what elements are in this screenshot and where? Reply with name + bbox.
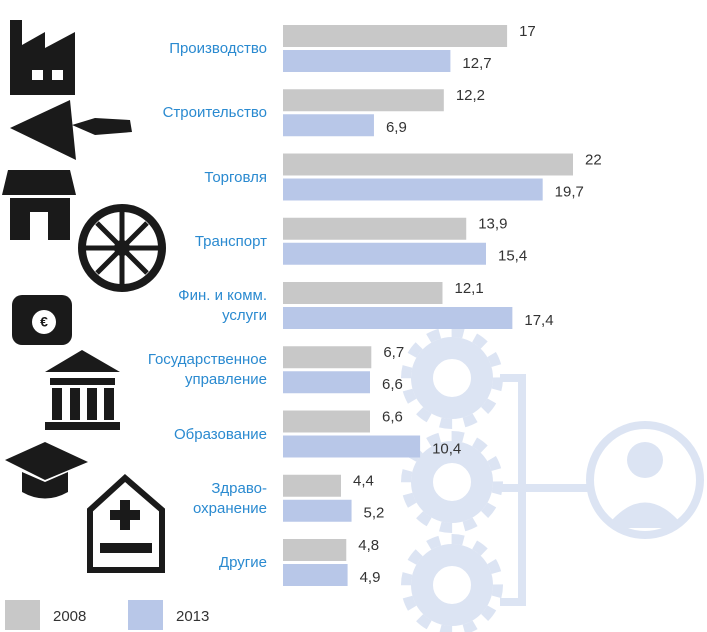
value-label: 6,9 [386, 119, 407, 136]
legend-label: 2008 [53, 608, 86, 625]
value-label: 15,4 [498, 248, 527, 265]
bar [283, 179, 543, 201]
bar [283, 89, 444, 111]
value-label: 17 [519, 23, 536, 40]
bar [283, 114, 374, 136]
bar [283, 564, 348, 586]
legend-label: 2013 [176, 608, 209, 625]
value-label: 5,2 [364, 505, 385, 522]
bar [283, 154, 573, 176]
factory-icon [10, 20, 75, 95]
category-label: Строительство [163, 103, 267, 123]
value-label: 6,6 [382, 408, 403, 425]
value-label: 12,7 [462, 55, 491, 72]
bar [283, 243, 486, 265]
value-label: 22 [585, 151, 602, 168]
bar [283, 25, 507, 47]
category-label: Торговля [204, 168, 267, 188]
bar [283, 411, 370, 433]
bar [283, 218, 466, 240]
value-label: 4,4 [353, 473, 374, 490]
category-label: Другие [219, 553, 267, 573]
bar [283, 371, 370, 393]
value-label: 12,2 [456, 87, 485, 104]
chart: € 17 12,7 12,2 6,9 2219,7 13,9 15,4 12,1 17,4 6,7… [0, 0, 707, 632]
value-label: 10,4 [432, 440, 461, 457]
category-label: Здраво- охранение [193, 479, 267, 519]
category-label: Фин. и комм. услуги [178, 286, 267, 326]
bar [283, 307, 512, 329]
bar [283, 346, 371, 368]
legend-swatch [5, 600, 40, 630]
chart-svg: € 17 12,7 12,2 6,9 2219,7 13,9 15,4 12,1 17,4 6,7… [0, 0, 707, 632]
value-label: 6,7 [383, 344, 404, 361]
value-label: 17,4 [524, 312, 553, 329]
bank-icon [45, 350, 120, 430]
shop-icon [2, 170, 76, 240]
value-label: 4,9 [360, 569, 381, 586]
category-label: Образование [174, 425, 267, 445]
trowel-icon [10, 100, 132, 160]
value-label: 13,9 [478, 216, 507, 233]
bar [283, 475, 341, 497]
value-label: 19,7 [555, 183, 584, 200]
graduation-icon [5, 442, 88, 499]
decoration [406, 332, 700, 631]
category-label: Транспорт [195, 232, 267, 252]
bar [283, 436, 420, 458]
value-label: 4,8 [358, 537, 379, 554]
category-label: Государственное управление [148, 350, 267, 390]
svg-text:€: € [40, 314, 48, 330]
category-label: Производство [169, 39, 267, 59]
bar [283, 282, 443, 304]
bar [283, 500, 352, 522]
legend-swatch [128, 600, 163, 630]
value-label: 12,1 [455, 280, 484, 297]
bar [283, 50, 450, 72]
value-label: 6,6 [382, 376, 403, 393]
bar [283, 539, 346, 561]
icons: € [2, 20, 162, 570]
